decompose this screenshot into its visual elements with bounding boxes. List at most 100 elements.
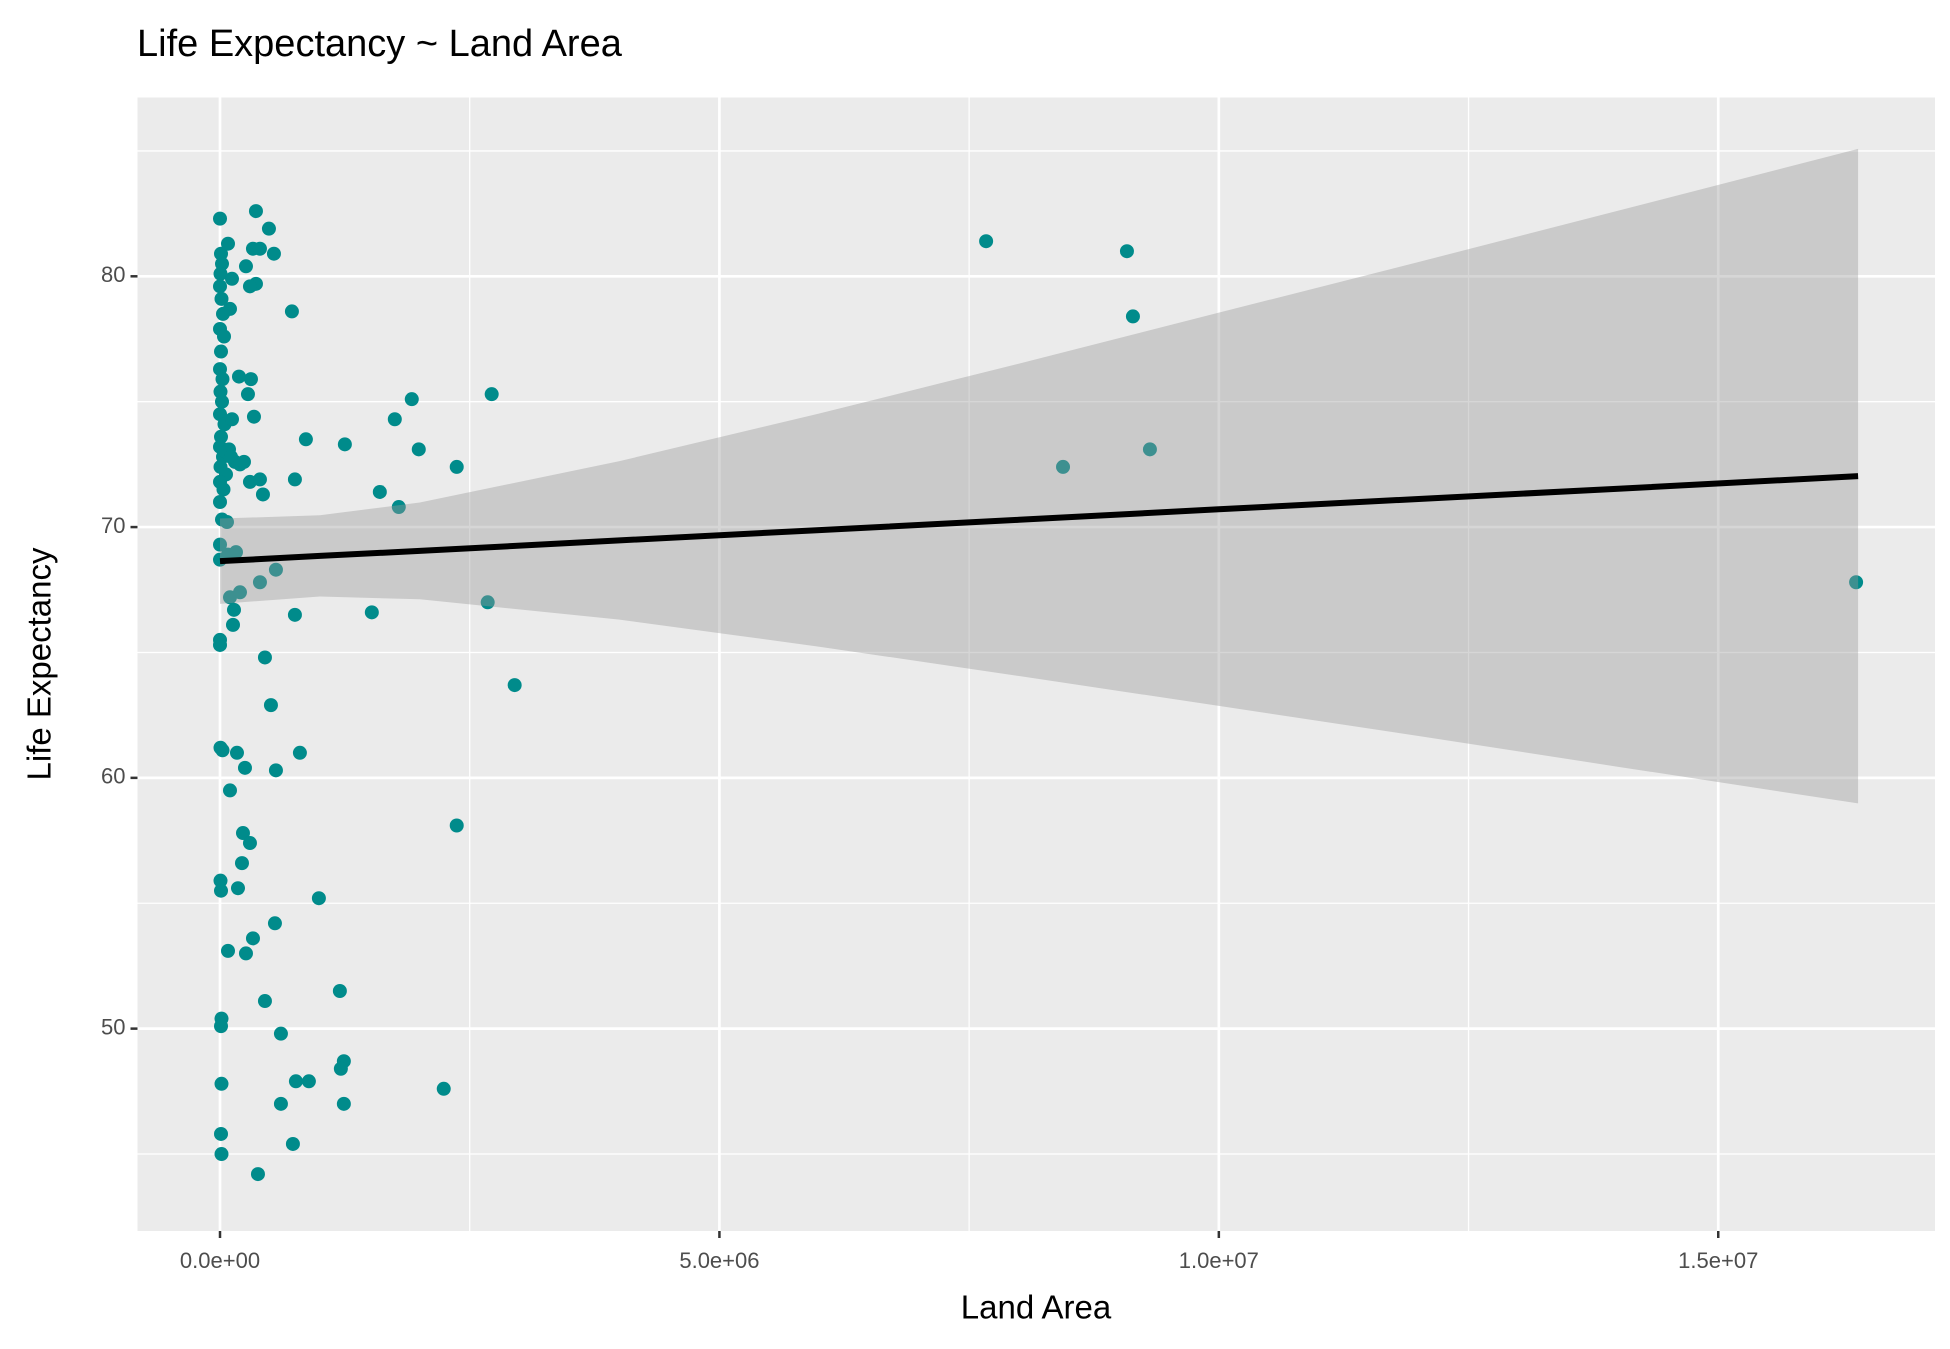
y-tick-label: 60 <box>101 764 125 789</box>
point <box>213 537 228 552</box>
point <box>214 883 229 898</box>
panel-background <box>137 97 1935 1231</box>
point <box>1849 575 1864 590</box>
point <box>387 412 402 427</box>
point <box>285 1136 300 1151</box>
point <box>234 856 249 871</box>
point <box>1142 442 1157 457</box>
point <box>250 1167 265 1182</box>
x-tick-label: 1.5e+07 <box>1678 1248 1758 1273</box>
point <box>214 291 229 306</box>
point <box>287 607 302 622</box>
point <box>372 484 387 499</box>
point <box>214 344 229 359</box>
point <box>268 763 283 778</box>
point <box>292 745 307 760</box>
point <box>248 204 263 219</box>
point <box>311 891 326 906</box>
point <box>449 459 464 474</box>
point <box>213 637 228 652</box>
point <box>404 392 419 407</box>
point <box>215 372 230 387</box>
point <box>214 1126 229 1141</box>
point <box>219 515 234 530</box>
point <box>449 818 464 833</box>
point <box>228 545 243 560</box>
point <box>268 562 283 577</box>
point <box>225 617 240 632</box>
point <box>411 442 426 457</box>
point <box>213 494 228 509</box>
point <box>230 881 245 896</box>
confidence-band <box>220 148 1859 804</box>
point <box>337 437 352 452</box>
point <box>214 1076 229 1091</box>
point <box>213 211 228 226</box>
point <box>252 575 267 590</box>
point <box>222 783 237 798</box>
point <box>507 678 522 693</box>
point <box>273 1026 288 1041</box>
point <box>229 745 244 760</box>
point <box>263 698 278 713</box>
point <box>215 743 230 758</box>
point <box>436 1081 451 1096</box>
y-tick-label: 50 <box>101 1014 125 1039</box>
x-tick-label: 1.0e+07 <box>1179 1248 1259 1273</box>
point <box>979 234 994 249</box>
point <box>213 279 228 294</box>
point <box>226 602 241 617</box>
point <box>232 585 247 600</box>
point <box>238 946 253 961</box>
point <box>242 279 257 294</box>
point <box>215 394 230 409</box>
point <box>287 472 302 487</box>
point <box>252 472 267 487</box>
point <box>220 236 235 251</box>
point <box>235 826 250 841</box>
regression-line <box>219 473 1859 565</box>
chart-title: Life Expectancy ~ Land Area <box>137 23 623 65</box>
point <box>245 931 260 946</box>
point <box>391 500 406 515</box>
x-axis-label: Land Area <box>961 1289 1112 1326</box>
point <box>332 984 347 999</box>
point <box>222 301 237 316</box>
point <box>480 595 495 610</box>
point <box>298 432 313 447</box>
point <box>301 1074 316 1089</box>
point <box>231 369 246 384</box>
point <box>1056 459 1071 474</box>
point <box>213 266 228 281</box>
point <box>1119 244 1134 259</box>
point <box>267 916 282 931</box>
point <box>216 329 231 344</box>
point <box>220 943 235 958</box>
point <box>242 836 257 851</box>
point <box>484 387 499 402</box>
point <box>333 1061 348 1076</box>
point <box>237 760 252 775</box>
point <box>238 259 253 274</box>
point <box>257 650 272 665</box>
point <box>364 605 379 620</box>
point <box>214 1019 229 1034</box>
point <box>214 1147 229 1162</box>
point <box>224 412 239 427</box>
point <box>236 454 251 469</box>
x-tick-label: 5.0e+06 <box>679 1248 759 1273</box>
point <box>213 873 228 888</box>
point <box>246 409 261 424</box>
point <box>216 482 231 497</box>
point <box>1125 309 1140 324</box>
point <box>288 1074 303 1089</box>
point <box>336 1096 351 1111</box>
y-tick-label: 80 <box>101 262 125 287</box>
point <box>273 1096 288 1111</box>
point <box>240 387 255 402</box>
point <box>243 372 258 387</box>
point <box>284 304 299 319</box>
point <box>252 241 267 256</box>
y-tick-label: 70 <box>101 513 125 538</box>
